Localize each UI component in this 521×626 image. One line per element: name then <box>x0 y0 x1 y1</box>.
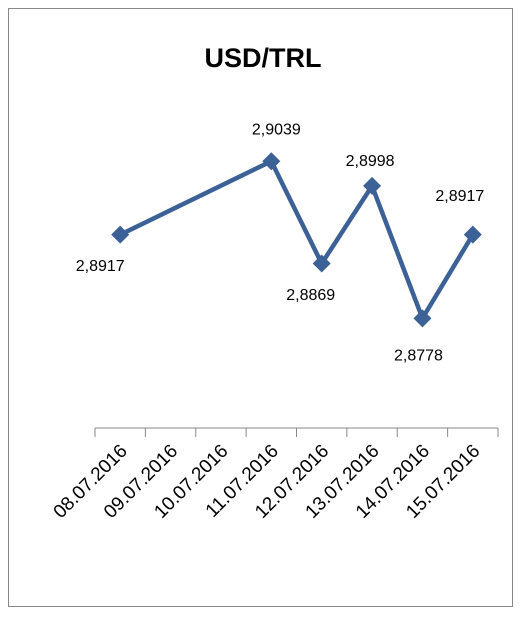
marker <box>111 225 130 244</box>
marker <box>363 176 382 195</box>
marker <box>463 225 482 244</box>
line <box>119 158 475 321</box>
value-label: 2,8869 <box>286 287 335 304</box>
value-label: 2,8917 <box>435 188 484 205</box>
marker <box>262 152 281 171</box>
value-label: 2,9039 <box>252 121 301 138</box>
value-label: 2,8778 <box>394 348 443 365</box>
marker <box>312 254 331 273</box>
marker <box>413 309 432 328</box>
chart-title: USD/TRL <box>205 43 322 73</box>
value-label: 2,8917 <box>76 258 125 275</box>
value-label: 2,8998 <box>346 153 395 170</box>
